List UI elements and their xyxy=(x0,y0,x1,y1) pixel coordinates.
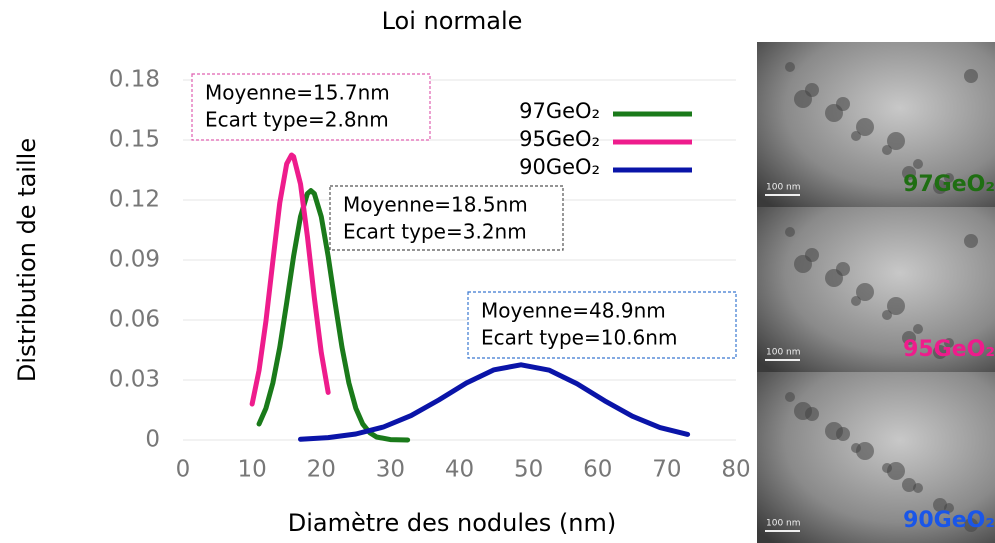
nodule xyxy=(933,498,947,512)
tem-image xyxy=(757,42,995,207)
image-label: 90GeO₂ xyxy=(903,508,995,533)
scale-label: 100 nm xyxy=(766,348,801,358)
annotation-text: Ecart type=10.6nm xyxy=(481,326,677,350)
nodule xyxy=(902,478,916,492)
y-tick-label: 0 xyxy=(145,427,160,453)
nodule xyxy=(902,331,916,345)
chart-title: Loi normale xyxy=(382,7,523,35)
nodule xyxy=(944,338,954,348)
annotation-box xyxy=(467,291,737,359)
scale-label: 100 nm xyxy=(766,519,801,529)
y-axis-label: Distribution de taille xyxy=(13,138,41,382)
nodule xyxy=(856,118,874,136)
nodule xyxy=(882,310,892,320)
annotation-text: Moyenne=15.7nm xyxy=(205,81,390,105)
annotation-box xyxy=(191,73,431,141)
y-tick-label: 0.15 xyxy=(109,127,160,153)
nodule xyxy=(794,255,812,273)
nodule xyxy=(933,345,947,359)
nodule xyxy=(913,159,923,169)
y-tick-label: 0.09 xyxy=(109,247,160,273)
x-tick-label: 10 xyxy=(237,457,266,483)
nodule xyxy=(887,297,905,315)
nodule xyxy=(913,324,923,334)
x-tick-label: 20 xyxy=(307,457,336,483)
tem-image xyxy=(757,207,995,372)
series-line xyxy=(249,152,331,407)
scale-label: 100 nm xyxy=(766,183,801,193)
nodule xyxy=(964,69,978,83)
x-tick-label: 0 xyxy=(176,457,191,483)
nodule xyxy=(785,62,795,72)
nodule xyxy=(964,234,978,248)
nodule xyxy=(933,180,947,194)
nodule xyxy=(887,132,905,150)
x-tick-label: 40 xyxy=(445,457,474,483)
x-tick-label: 70 xyxy=(652,457,681,483)
annotation-box xyxy=(329,185,564,251)
nodule xyxy=(856,283,874,301)
y-tick-label: 0.06 xyxy=(109,307,160,333)
image-label: 97GeO₂ xyxy=(903,172,995,197)
nodule xyxy=(825,422,843,440)
tem-image xyxy=(757,372,995,543)
annotation-text: Ecart type=3.2nm xyxy=(343,220,527,244)
nodule xyxy=(825,269,843,287)
series-line xyxy=(298,362,691,442)
nodule xyxy=(785,227,795,237)
nodule xyxy=(825,104,843,122)
legend-label: 97GeO₂ xyxy=(519,99,600,123)
nodule xyxy=(964,518,978,532)
nodule xyxy=(851,443,861,453)
nodule xyxy=(882,145,892,155)
nodule xyxy=(851,131,861,141)
x-tick-label: 80 xyxy=(721,457,750,483)
x-tick-label: 30 xyxy=(376,457,405,483)
x-tick-label: 60 xyxy=(583,457,612,483)
nodule xyxy=(785,392,795,402)
nodule xyxy=(794,90,812,108)
annotation-text: Moyenne=18.5nm xyxy=(343,193,528,217)
annotation-text: Moyenne=48.9nm xyxy=(481,299,666,323)
image-label: 95GeO₂ xyxy=(903,337,995,362)
nodule xyxy=(794,402,812,420)
nodule xyxy=(882,463,892,473)
nodule xyxy=(902,166,916,180)
y-tick-label: 0.03 xyxy=(109,367,160,393)
x-axis-label: Diamètre des nodules (nm) xyxy=(288,509,617,537)
legend-label: 95GeO₂ xyxy=(519,127,600,151)
legend-label: 90GeO₂ xyxy=(519,155,600,179)
nodule xyxy=(851,296,861,306)
y-tick-label: 0.12 xyxy=(109,187,160,213)
x-tick-label: 50 xyxy=(514,457,543,483)
annotation-text: Ecart type=2.8nm xyxy=(205,108,389,132)
y-tick-label: 0.18 xyxy=(109,67,160,93)
nodule xyxy=(944,173,954,183)
